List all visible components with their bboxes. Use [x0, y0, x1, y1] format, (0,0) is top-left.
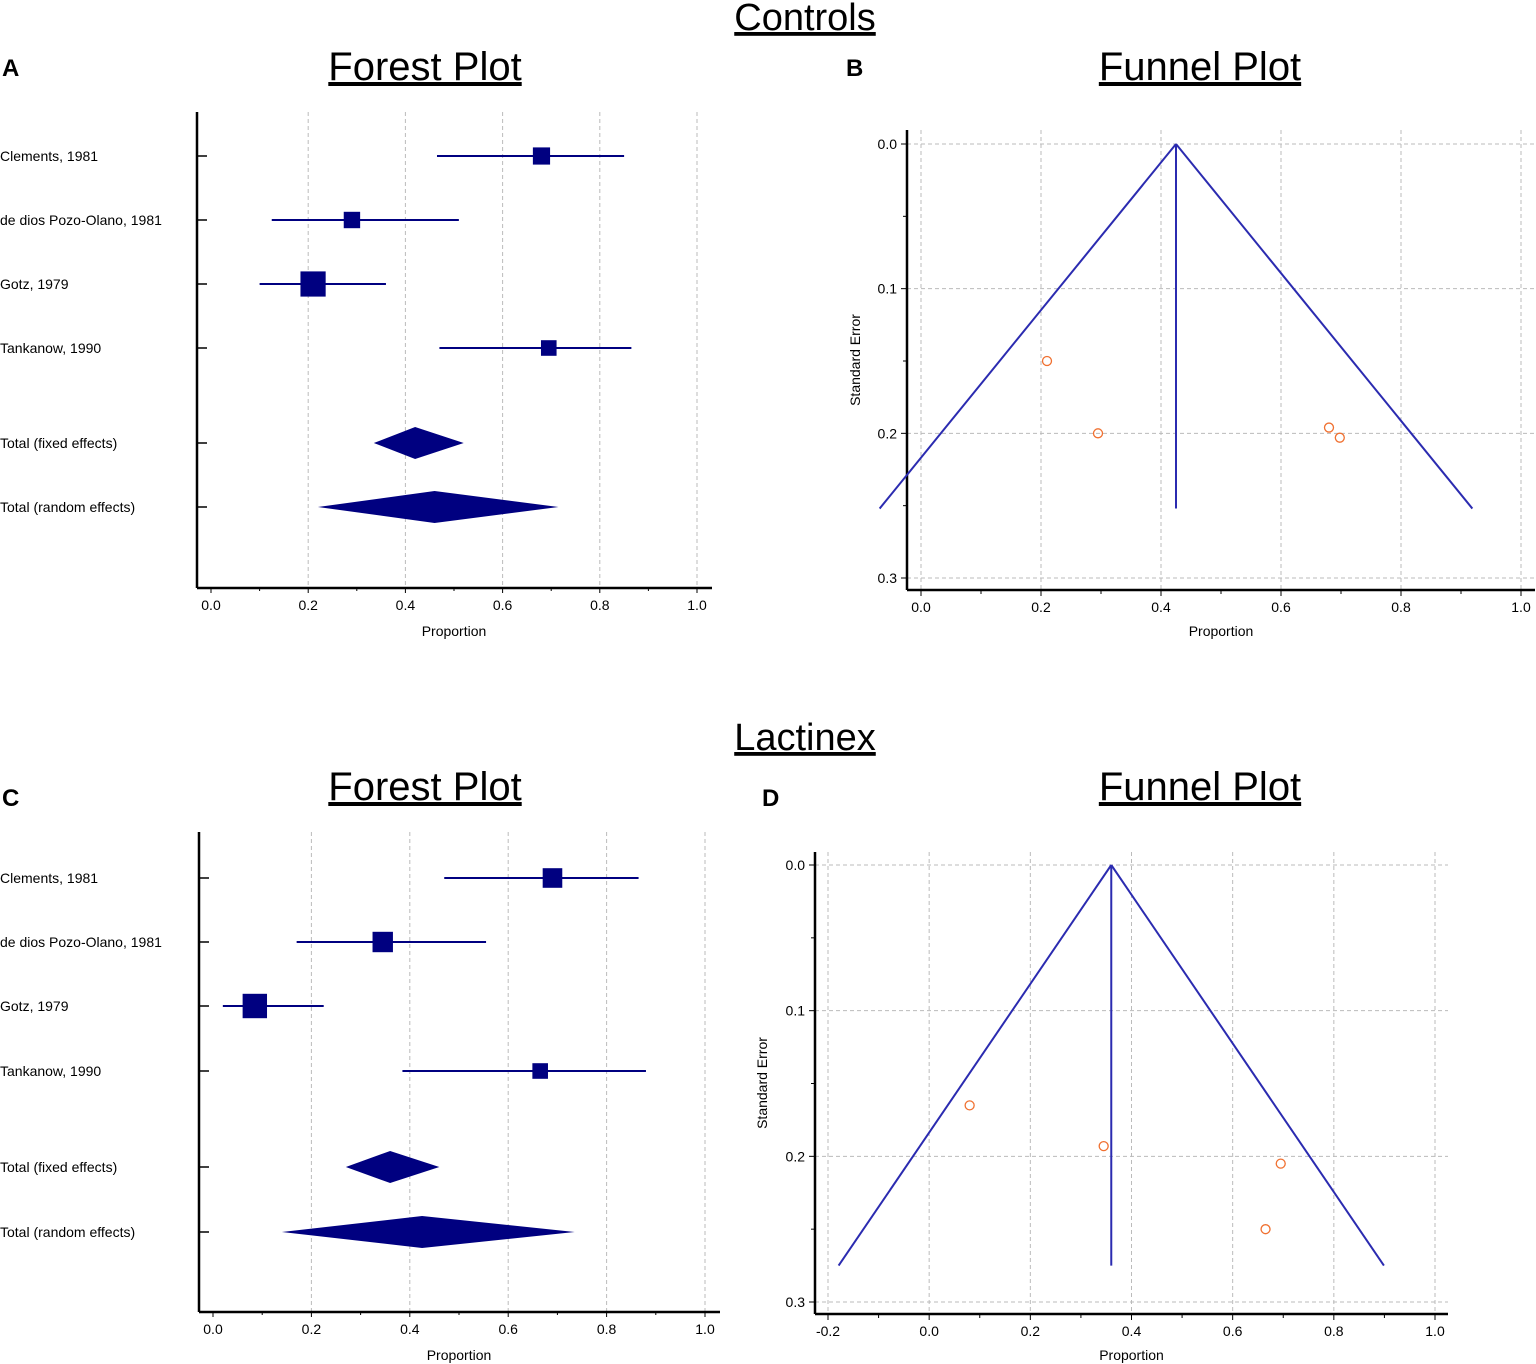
- study-estimate-marker: [300, 271, 326, 297]
- study-label: Tankanow, 1990: [0, 1063, 101, 1079]
- y-axis-label: Standard Error: [754, 1037, 770, 1129]
- x-tick-label: 0.2: [1021, 1323, 1041, 1339]
- x-axis-label: Proportion: [422, 623, 487, 639]
- x-tick-label: 1.0: [1511, 599, 1531, 615]
- study-estimate-marker: [532, 147, 551, 165]
- funnel-plot-controls: 0.0 0.2 0.4 0.6 0.8 1.0 0.0 0.1 0.2 0.3 Proportion…: [847, 130, 1535, 639]
- x-tick-label: 1.0: [695, 1321, 715, 1337]
- study-label: de dios Pozo-Olano, 1981: [0, 212, 162, 228]
- total-label: Total (random effects): [0, 1224, 135, 1240]
- pooled-estimate-diamond: [373, 427, 464, 459]
- x-tick-label: 0.4: [400, 1321, 420, 1337]
- forest-plot-title-c: Forest Plot: [328, 765, 521, 809]
- study-point: [1334, 432, 1345, 443]
- total-label: Total (random effects): [0, 499, 135, 515]
- total-label: Total (fixed effects): [0, 1159, 117, 1175]
- x-tick-label: 0.4: [1122, 1323, 1142, 1339]
- x-tick-label: -0.2: [816, 1323, 840, 1339]
- study-point: [1041, 355, 1053, 367]
- x-tick-label: 0.8: [1324, 1323, 1344, 1339]
- x-tick-label: 0.6: [493, 597, 513, 613]
- study-label: de dios Pozo-Olano, 1981: [0, 934, 162, 950]
- funnel-plot-lactinex: -0.2 0.0 0.2 0.4 0.6 0.8 1.0 0.0 0.1 0.2 0.3 Propor…: [754, 852, 1448, 1363]
- panel-letter-b: B: [846, 55, 863, 82]
- study-estimate-marker: [532, 1063, 548, 1079]
- study-estimate-marker: [540, 340, 557, 356]
- study-estimate-marker: [343, 211, 361, 229]
- x-tick-label: 0.6: [498, 1321, 518, 1337]
- x-tick-label: 0.8: [1391, 599, 1411, 615]
- pooled-estimate-diamond: [281, 1216, 575, 1248]
- pooled-estimate-diamond: [345, 1151, 440, 1183]
- x-tick-label: 0.0: [201, 597, 221, 613]
- study-label: Gotz, 1979: [0, 276, 69, 292]
- forest-plot-title-a: Forest Plot: [328, 45, 521, 89]
- x-tick-label: 0.4: [1151, 599, 1171, 615]
- study-estimate-marker: [372, 931, 393, 953]
- x-tick-label: 0.0: [911, 599, 931, 615]
- y-tick-label: 0.1: [786, 1003, 806, 1019]
- panel-letter-a: A: [2, 55, 19, 82]
- study-point: [1323, 422, 1335, 433]
- x-axis-label: Proportion: [427, 1347, 492, 1363]
- study-point: [1092, 428, 1104, 439]
- x-tick-label: 0.2: [302, 1321, 322, 1337]
- funnel-left-boundary: [878, 143, 1177, 510]
- forest-plot-lactinex: 0.0 0.2 0.4 0.6 0.8 1.0 Proportion Clements, 19…: [0, 832, 720, 1363]
- x-tick-label: 0.6: [1271, 599, 1291, 615]
- y-tick-label: 0.1: [878, 281, 898, 297]
- x-tick-label: 0.6: [1223, 1323, 1243, 1339]
- x-tick-label: 0.8: [597, 1321, 617, 1337]
- group-title-controls: Controls: [734, 0, 876, 39]
- study-point: [1260, 1224, 1271, 1235]
- x-axis-label: Proportion: [1099, 1347, 1164, 1363]
- funnel-left-boundary: [837, 864, 1113, 1267]
- y-tick-label: 0.3: [878, 570, 898, 586]
- study-label: Clements, 1981: [0, 870, 98, 886]
- study-label: Tankanow, 1990: [0, 340, 101, 356]
- y-tick-label: 0.0: [786, 857, 806, 873]
- y-tick-label: 0.3: [786, 1294, 806, 1310]
- x-axis-label: Proportion: [1189, 623, 1254, 639]
- funnel-right-boundary: [1175, 143, 1474, 510]
- x-tick-label: 1.0: [1425, 1323, 1445, 1339]
- y-axis-label: Standard Error: [847, 314, 863, 406]
- forest-plot-controls: 0.0 0.2 0.4 0.6 0.8 1.0 Proportion Clements, 19…: [0, 112, 712, 639]
- study-label: Gotz, 1979: [0, 998, 69, 1014]
- panel-letter-c: C: [2, 785, 19, 812]
- funnel-plot-title-b: Funnel Plot: [1099, 45, 1301, 89]
- x-tick-label: 1.0: [687, 597, 707, 613]
- x-tick-label: 0.0: [203, 1321, 223, 1337]
- x-tick-label: 0.0: [919, 1323, 939, 1339]
- y-tick-label: 0.0: [878, 136, 898, 152]
- y-tick-label: 0.2: [786, 1148, 806, 1164]
- x-tick-label: 0.2: [1031, 599, 1051, 615]
- x-tick-label: 0.8: [590, 597, 610, 613]
- study-label: Clements, 1981: [0, 148, 98, 164]
- pooled-estimate-diamond: [317, 491, 559, 523]
- study-point: [1275, 1158, 1286, 1169]
- funnel-plot-title-d: Funnel Plot: [1099, 765, 1301, 809]
- study-estimate-marker: [542, 868, 563, 888]
- study-point: [964, 1100, 975, 1111]
- funnel-right-boundary: [1110, 864, 1385, 1267]
- y-tick-label: 0.2: [878, 425, 898, 441]
- x-tick-label: 0.2: [298, 597, 318, 613]
- x-tick-label: 0.4: [396, 597, 416, 613]
- panel-letter-d: D: [762, 785, 779, 812]
- group-title-lactinex: Lactinex: [734, 717, 876, 759]
- total-label: Total (fixed effects): [0, 435, 117, 451]
- study-point: [1098, 1140, 1109, 1152]
- study-estimate-marker: [242, 993, 268, 1019]
